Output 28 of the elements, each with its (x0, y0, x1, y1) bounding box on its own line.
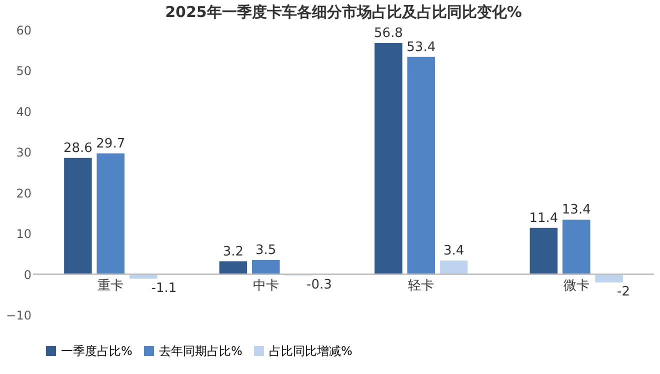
legend-label: 去年同期占比% (159, 344, 242, 358)
y-tick-label: 50 (16, 64, 32, 78)
y-tick-label: 20 (16, 186, 32, 200)
chart-title: 2025年一季度卡车各细分市场占比及占比同比变化% (165, 3, 522, 21)
data-label: -2 (617, 284, 630, 300)
data-label: 3.5 (256, 243, 276, 258)
y-tick-label: 60 (16, 24, 32, 38)
y-tick-label: 0 (24, 268, 32, 282)
data-label: 28.6 (63, 140, 92, 156)
data-label: -0.3 (306, 278, 332, 293)
data-label: -1.1 (151, 280, 177, 296)
data-label: 3.2 (222, 244, 244, 260)
data-label: 11.4 (529, 210, 558, 226)
data-label: 29.7 (96, 136, 126, 152)
x-tick-label: 重卡 (98, 278, 124, 294)
data-label: 13.4 (562, 202, 591, 218)
y-tick-label: 10 (16, 227, 32, 242)
legend-label: 占比同比增减% (269, 344, 352, 358)
data-label: 3.4 (443, 243, 464, 258)
x-tick-label: 微卡 (563, 278, 590, 294)
y-tick-label: 40 (16, 104, 32, 119)
data-label: 56.8 (374, 26, 403, 42)
y-tick-label: −10 (6, 308, 32, 322)
x-tick-label: 中卡 (252, 278, 279, 294)
y-tick-label: 30 (16, 146, 32, 160)
data-label: 53.4 (406, 40, 436, 55)
x-tick-label: 轻卡 (408, 278, 434, 294)
legend-label: 一季度占比% (61, 344, 132, 358)
